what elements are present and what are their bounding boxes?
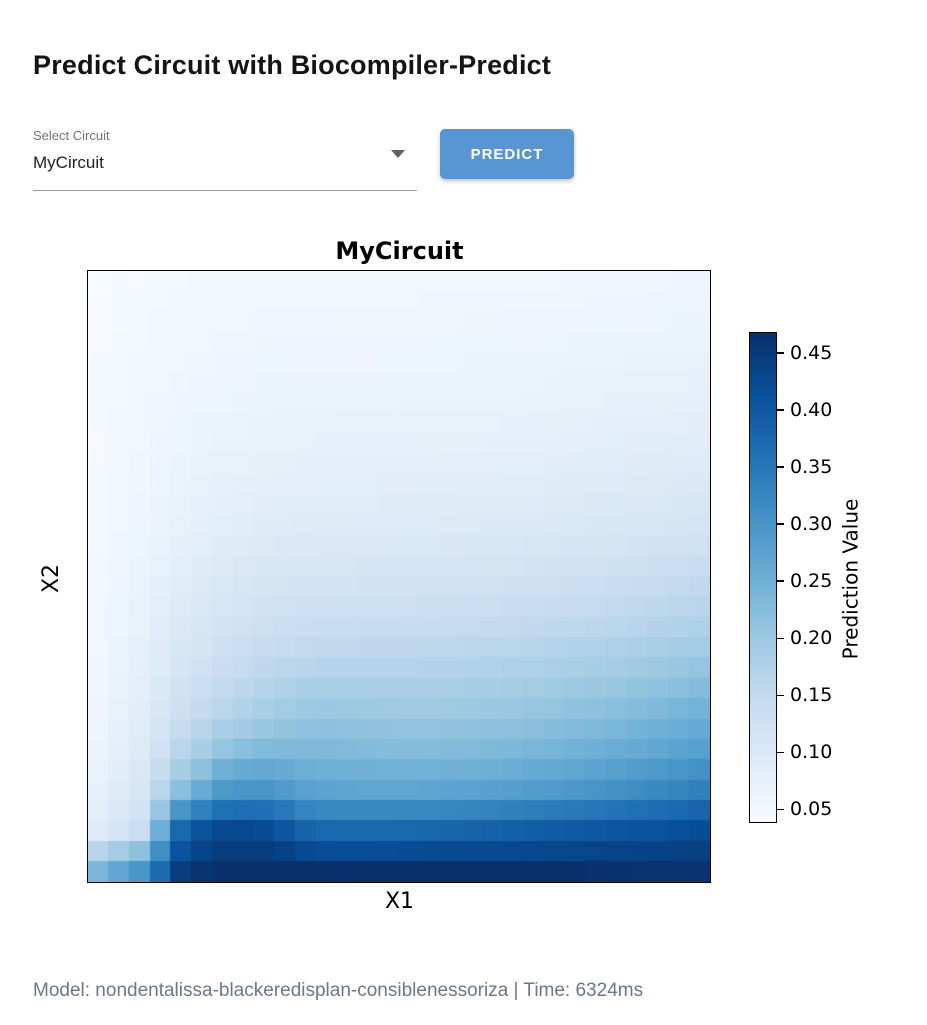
colorbar-tick-label: 0.25 (790, 570, 833, 593)
colorbar-tick (777, 751, 784, 754)
colorbar-tick-label: 0.30 (790, 513, 833, 536)
circuit-select-label: Select Circuit (33, 128, 110, 143)
colorbar-tick-label: 0.20 (790, 627, 833, 650)
colorbar-tick (777, 523, 784, 525)
colorbar-tick-label: 0.05 (790, 798, 833, 821)
x-axis-label: X1 (384, 889, 415, 914)
footer-status: Model: nondentalissa-blackeredisplan-con… (33, 980, 644, 1001)
y-axis-label: X2 (39, 563, 64, 594)
colorbar-tick (777, 466, 784, 468)
colorbar-tick-label: 0.15 (790, 684, 833, 707)
colorbar-tick (777, 637, 784, 640)
chart-title: MyCircuit (335, 237, 464, 265)
chevron-down-icon[interactable] (391, 150, 405, 158)
colorbar-tick (777, 808, 784, 811)
colorbar-tick (777, 580, 784, 582)
colorbar-label: Prediction Value (838, 498, 863, 660)
colorbar-gradient (749, 332, 777, 823)
colorbar-tick-label: 0.45 (790, 341, 833, 364)
colorbar-tick-label: 0.10 (790, 741, 833, 764)
page-title: Predict Circuit with Biocompiler-Predict (33, 50, 552, 80)
circuit-select[interactable]: Select Circuit MyCircuit (33, 126, 417, 192)
colorbar-tick-label: 0.35 (790, 456, 833, 479)
colorbar-tick (777, 352, 784, 354)
heatmap-canvas (87, 270, 711, 883)
colorbar-tick (777, 409, 784, 411)
colorbar-tick (777, 694, 784, 697)
predict-button[interactable]: PREDICT (440, 129, 574, 179)
circuit-select-value[interactable]: MyCircuit (33, 153, 104, 172)
select-underline (33, 190, 417, 191)
colorbar-tick-label: 0.40 (790, 398, 833, 421)
